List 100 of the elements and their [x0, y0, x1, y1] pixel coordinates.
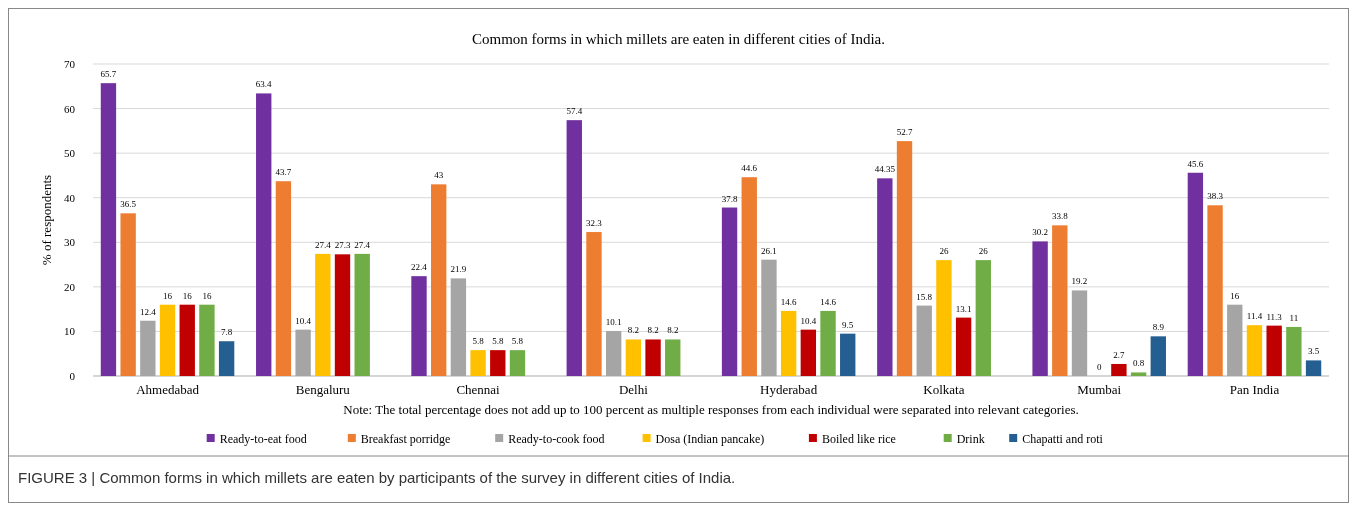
legend-label: Breakfast porridge	[360, 432, 451, 446]
bar	[625, 339, 642, 376]
data-label: 7.8	[221, 327, 233, 338]
data-label: 63.4	[255, 79, 273, 90]
bar	[975, 260, 991, 376]
data-label: 11	[1289, 312, 1299, 323]
bar	[218, 341, 235, 376]
data-label: 5.8	[472, 336, 485, 347]
bar	[275, 181, 292, 376]
bar	[780, 310, 797, 376]
y-axis-title: % of respondents	[39, 174, 54, 266]
legend-label: Ready-to-cook food	[508, 432, 605, 446]
bar	[431, 184, 447, 376]
x-tick-label: Chennai	[456, 382, 501, 397]
legend-label: Boiled like rice	[821, 432, 896, 446]
bar	[1227, 304, 1243, 376]
data-label: 37.8	[721, 193, 738, 204]
data-label: 16	[163, 290, 173, 301]
bar	[586, 232, 602, 376]
data-label: 11.3	[1266, 311, 1283, 322]
data-label: 14.6	[780, 296, 798, 307]
bar	[199, 304, 215, 376]
bar	[877, 178, 893, 376]
legend-label: Drink	[956, 432, 985, 446]
data-label: 15.8	[916, 291, 933, 302]
data-label: 26	[978, 246, 989, 257]
data-label: 38.3	[1207, 191, 1224, 202]
data-label: 30.2	[1032, 227, 1048, 238]
data-label: 10.1	[605, 316, 622, 327]
data-label: 33.8	[1051, 211, 1069, 222]
y-tick-label: 70	[64, 58, 76, 70]
data-label: 21.9	[450, 264, 467, 275]
bar	[1207, 205, 1223, 376]
bar	[470, 350, 486, 376]
data-label: 32.3	[586, 218, 603, 229]
data-label: 43.7	[275, 167, 292, 178]
data-label: 9.5	[842, 319, 854, 330]
bar	[354, 253, 370, 376]
data-label: 16	[1230, 290, 1240, 301]
x-tick-label: Mumbai	[1077, 382, 1122, 397]
bar	[509, 350, 526, 376]
bar	[936, 260, 952, 376]
data-label: 8.9	[1152, 322, 1165, 333]
bar	[1286, 326, 1302, 376]
data-label: 12.4	[139, 306, 157, 317]
data-label: 27.3	[334, 240, 351, 251]
data-label: 65.7	[100, 69, 117, 80]
bar	[450, 278, 467, 376]
y-tick-label: 40	[64, 191, 76, 204]
bar	[916, 305, 932, 376]
data-label: 16	[182, 290, 193, 301]
bar	[120, 213, 136, 376]
data-label: 45.6	[1187, 158, 1204, 169]
y-tick-label: 20	[64, 280, 76, 293]
bar	[800, 329, 817, 376]
data-label: 19.2	[1071, 276, 1088, 287]
y-tick-label: 60	[64, 102, 76, 115]
bar	[334, 254, 351, 376]
bar	[761, 259, 777, 376]
data-label: 11.4	[1246, 311, 1263, 322]
bar	[411, 276, 427, 376]
data-label: 8.2	[667, 325, 679, 336]
data-label: 16	[202, 290, 212, 301]
data-label: 8.2	[627, 325, 639, 336]
x-tick-label: Bengaluru	[295, 382, 351, 397]
caption: FIGURE 3 | Common forms in which millets are eaten by participants of the survey in different cities of India.	[18, 469, 736, 486]
bar	[665, 339, 681, 376]
data-label: 8.2	[647, 325, 659, 336]
y-tick-label: 30	[64, 236, 76, 249]
legend-label: Dosa (Indian pancake)	[655, 432, 765, 446]
bar	[140, 320, 156, 376]
bar	[1032, 241, 1048, 376]
data-label: 2.7	[1113, 349, 1126, 360]
data-label: 44.6	[741, 163, 758, 174]
bar	[896, 141, 913, 376]
x-tick-label: Kolkata	[923, 382, 965, 397]
y-tick-label: 50	[64, 147, 76, 160]
data-label: 26.1	[761, 245, 777, 256]
data-label: 43	[434, 170, 444, 181]
bar	[566, 120, 582, 376]
bar	[1187, 172, 1204, 376]
bar	[100, 83, 117, 376]
bar	[1246, 325, 1263, 376]
x-tick-label: Pan India	[1229, 382, 1280, 397]
bar	[955, 317, 972, 376]
data-label: 57.4	[566, 106, 583, 117]
legend-label: Chapatti and roti	[1022, 432, 1104, 446]
bar	[179, 304, 195, 376]
bar	[645, 339, 661, 376]
data-label: 52.7	[896, 127, 913, 138]
bar	[490, 350, 506, 376]
data-label: 27.4	[354, 239, 371, 250]
y-tick-label: 10	[64, 325, 76, 338]
bar	[741, 177, 757, 376]
bar	[256, 93, 272, 376]
x-tick-label: Hyderabad	[760, 382, 818, 397]
data-label: 22.4	[411, 262, 428, 273]
bar	[1266, 325, 1282, 376]
text: Note: The total percentage does not add up to 100 percent as multiple responses from each individual were separated into relevant categories.	[343, 402, 1079, 417]
x-tick-label: Delhi	[618, 382, 649, 397]
